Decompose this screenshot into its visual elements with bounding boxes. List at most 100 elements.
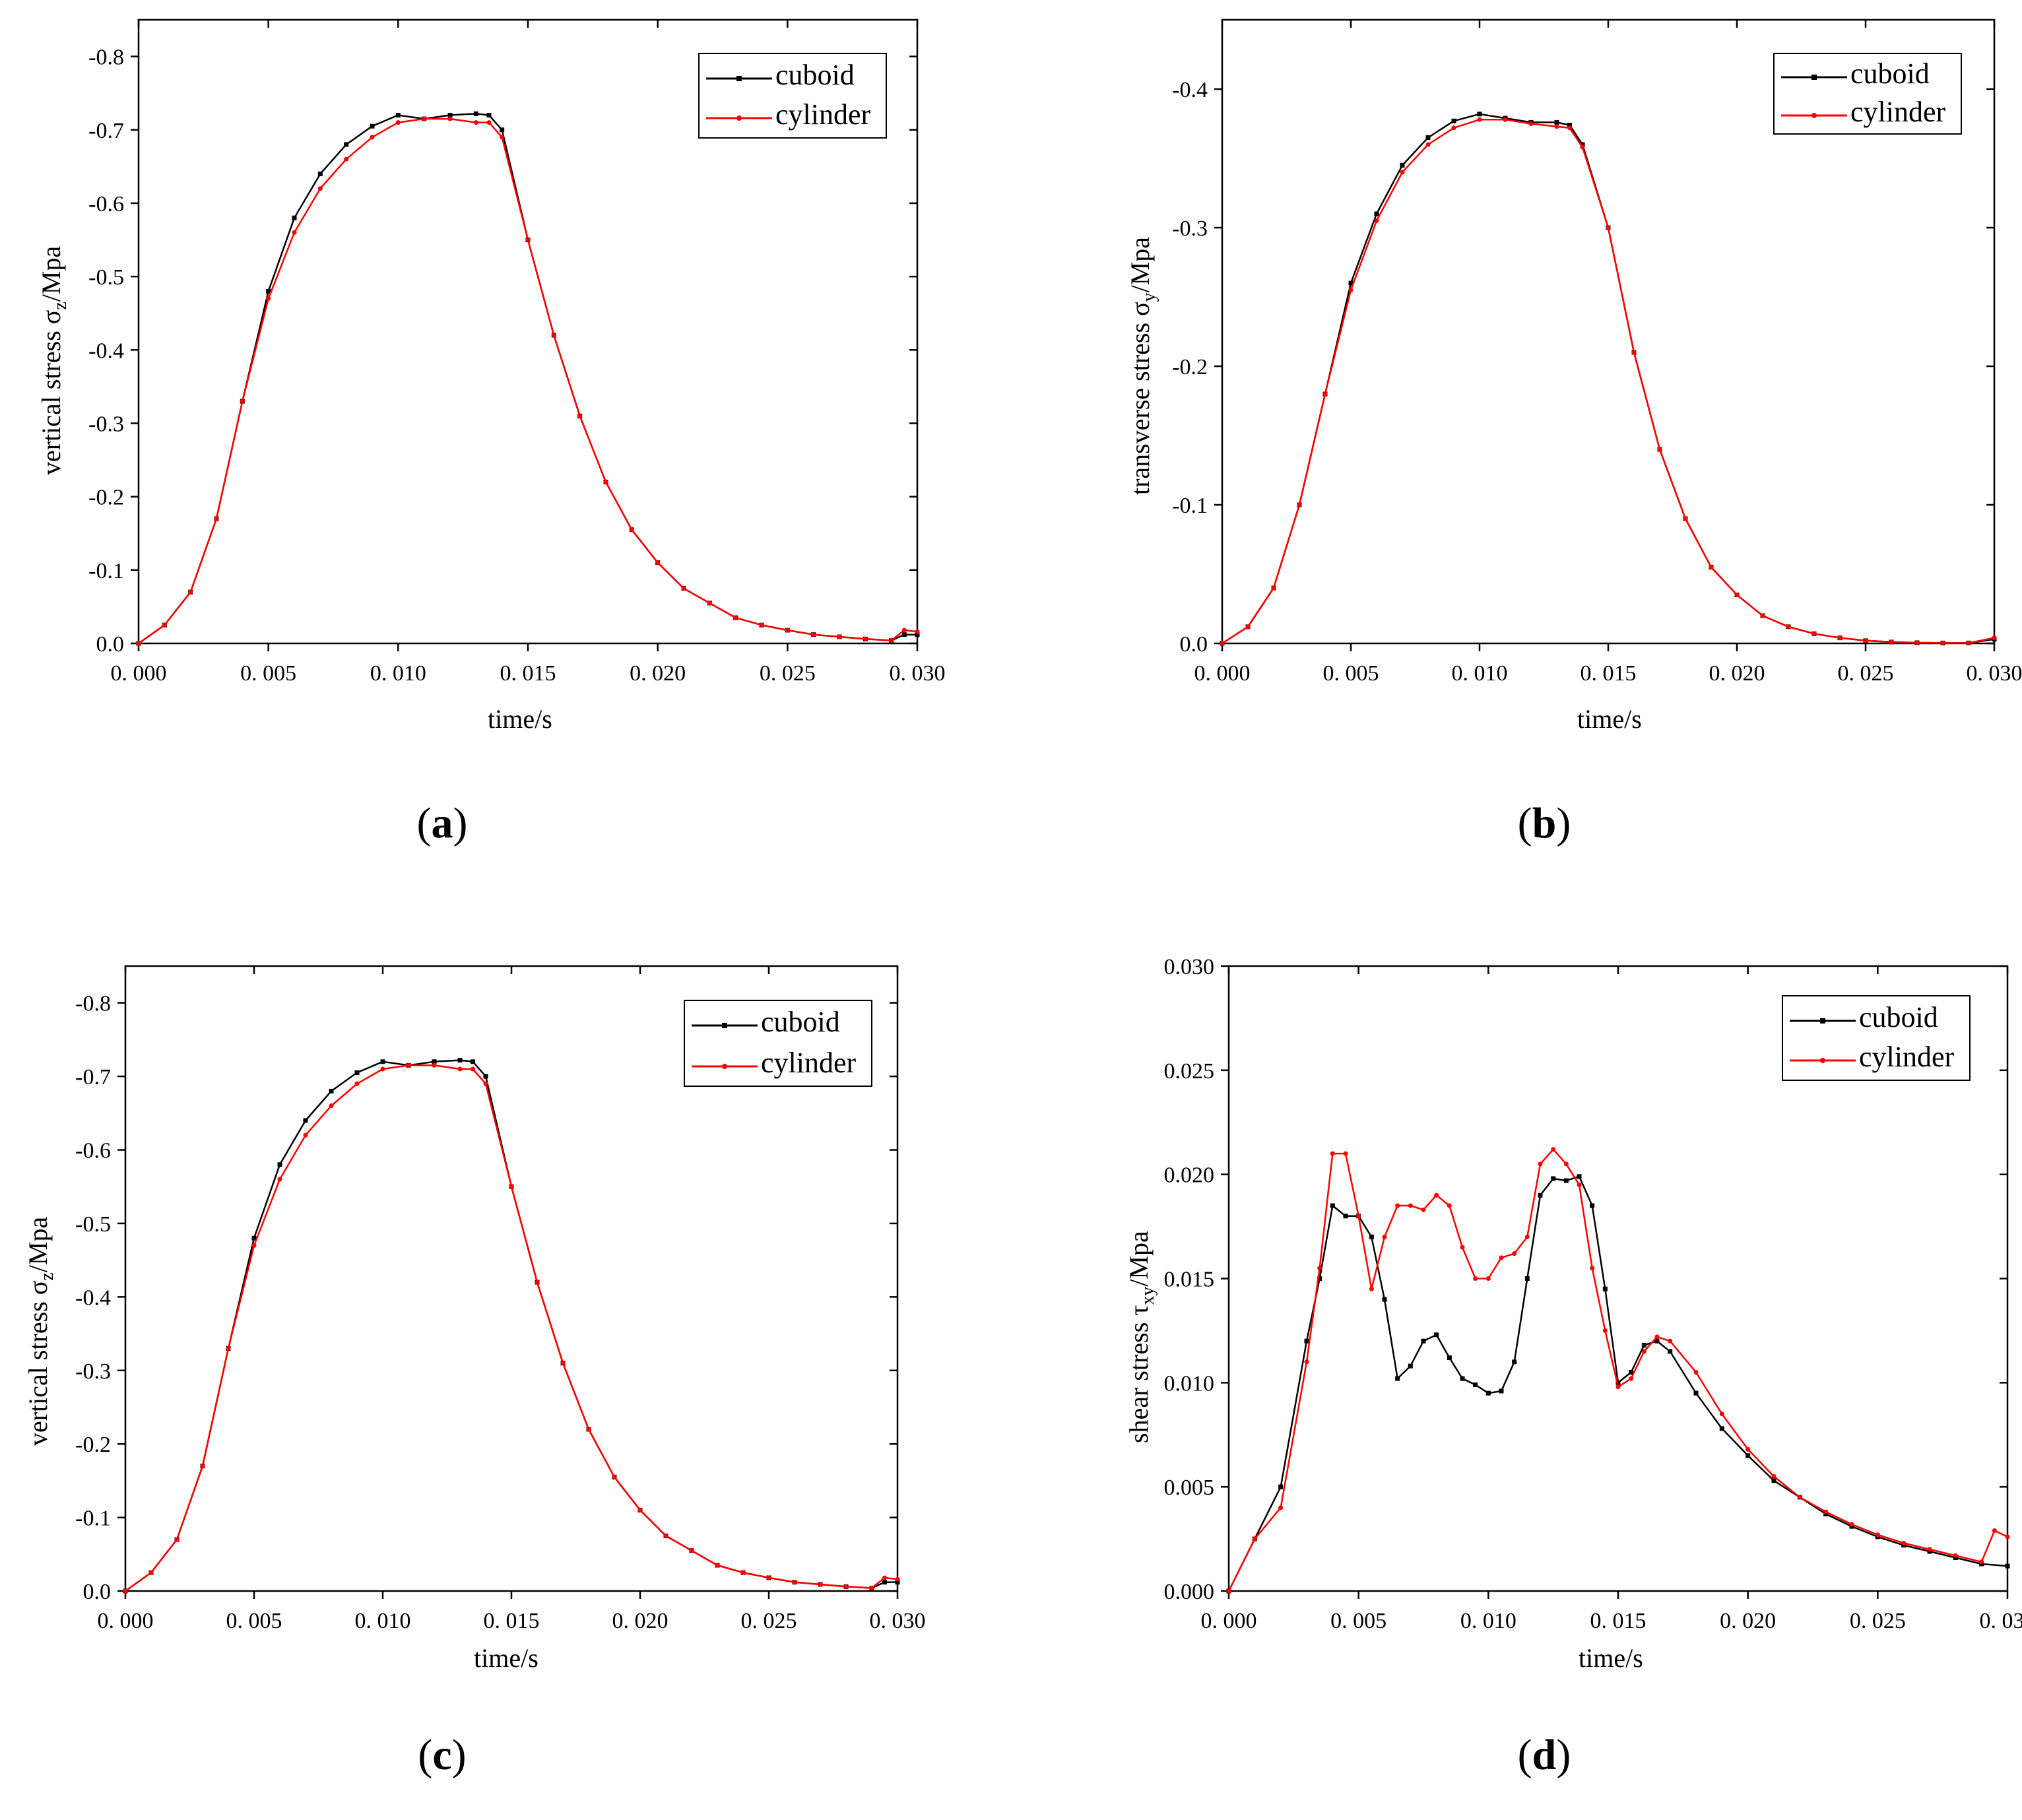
data-point-cylinder (317, 186, 323, 191)
data-point-cylinder (586, 1427, 591, 1432)
data-point-cuboid (1382, 1297, 1387, 1302)
data-point-cylinder (637, 1507, 643, 1512)
data-point-cylinder (1837, 635, 1843, 641)
x-tick-label: 0. 020 (1720, 1609, 1776, 1633)
data-point-cylinder (1580, 145, 1585, 150)
data-point-cuboid (1477, 112, 1482, 117)
data-point-cylinder (380, 1066, 385, 1072)
data-point-cuboid (1590, 1203, 1595, 1208)
data-point-cuboid (1512, 1359, 1517, 1365)
data-point-cuboid (1473, 1382, 1478, 1387)
x-axis-title: time/s (474, 1643, 538, 1673)
data-point-cylinder (882, 1575, 887, 1580)
data-point-cuboid (1499, 1388, 1504, 1394)
data-point-cylinder (1512, 1251, 1517, 1256)
y-tick-label: 0.000 (1164, 1580, 1215, 1604)
data-point-cylinder (1953, 1553, 1958, 1558)
data-point-cylinder (1369, 1286, 1374, 1291)
data-point-cylinder (2005, 1534, 2010, 1540)
panel-c: 0. 000 0. 005 0. 010 0. 015 0. 020 0. 025 0. 0… (0, 910, 1011, 1820)
data-point-cylinder (1356, 1214, 1361, 1219)
data-point-cylinder (1554, 124, 1559, 129)
data-point-cylinder (148, 1570, 154, 1575)
x-tick-label: 0. 010 (370, 661, 426, 686)
data-point-cylinder (1330, 1151, 1335, 1156)
data-point-cylinder (1863, 638, 1868, 643)
legend-item-cylinder: cylinder (1775, 94, 1961, 133)
y-tick-label: -0.2 (1172, 355, 1208, 379)
data-point-cuboid (1317, 1276, 1322, 1281)
y-tick-label: 0.0 (83, 1580, 112, 1604)
data-point-cylinder (1348, 288, 1353, 292)
x-tick-label: 0. 000 (1194, 661, 1251, 686)
data-point-cylinder (843, 1584, 849, 1589)
data-point-cuboid (1421, 1338, 1426, 1344)
data-point-cylinder (1602, 1328, 1608, 1333)
data-point-cylinder (560, 1361, 566, 1366)
data-point-cuboid (1343, 1214, 1348, 1219)
data-point-cuboid (1641, 1343, 1647, 1348)
data-point-cylinder (214, 516, 219, 521)
y-tick-label: -0.1 (1172, 494, 1208, 518)
y-tick-label: -0.5 (75, 1212, 111, 1237)
x-tick-label: 0. 015 (1590, 1609, 1647, 1633)
data-point-cylinder (577, 413, 583, 418)
data-point-cylinder (629, 527, 634, 533)
data-point-cylinder (1992, 635, 1997, 641)
y-tick-label: -0.7 (88, 119, 124, 143)
y-tick-label: -0.2 (88, 486, 124, 510)
chart-b: 0. 000 0. 005 0. 010 0. 015 0. 020 0. 025 0. 0… (1172, 18, 2022, 686)
y-tick-label: -0.8 (75, 992, 111, 1016)
data-point-cylinder (1567, 125, 1572, 131)
data-point-cuboid (901, 632, 907, 637)
data-point-cylinder (1297, 502, 1302, 507)
data-point-cylinder (500, 135, 505, 140)
data-point-cylinder (1693, 1370, 1699, 1375)
legend: cuboid cylinder (1773, 53, 1962, 135)
data-point-cylinder (1889, 639, 1894, 645)
data-point-cylinder (1927, 1547, 1932, 1552)
data-point-cylinder (266, 296, 271, 301)
data-point-cylinder (1421, 1207, 1426, 1212)
data-point-cylinder (471, 1066, 475, 1072)
y-tick-label: -0.3 (88, 412, 124, 436)
legend-item-cuboid: cuboid (700, 57, 886, 96)
x-tick-label: 0. 030 (890, 661, 946, 686)
y-tick-label: -0.4 (75, 1285, 111, 1310)
data-point-cylinder (869, 1586, 874, 1591)
data-point-cylinder (1220, 641, 1225, 646)
data-point-cylinder (447, 116, 453, 121)
data-point-cylinder (707, 601, 712, 606)
data-point-cuboid (447, 113, 453, 118)
data-point-cuboid (354, 1070, 360, 1076)
data-point-cuboid (1745, 1453, 1751, 1458)
x-tick-label: 0. 005 (1330, 1609, 1386, 1633)
data-point-cylinder (681, 586, 686, 591)
data-point-cylinder (422, 116, 427, 121)
data-point-cylinder (1473, 1276, 1478, 1281)
data-point-cylinder (663, 1533, 669, 1538)
panel-caption: (c) (418, 1731, 467, 1779)
data-point-cuboid (895, 1580, 900, 1585)
data-point-cuboid (266, 288, 271, 294)
data-point-cylinder (1823, 1509, 1829, 1514)
legend: cuboid cylinder (1782, 995, 1971, 1081)
data-point-cylinder (1577, 1182, 1582, 1187)
data-point-cylinder (292, 230, 297, 235)
data-point-cylinder (1811, 631, 1817, 636)
data-point-cuboid (1447, 1355, 1452, 1360)
data-point-cylinder (1374, 218, 1379, 223)
x-tick-label: 0. 025 (1850, 1609, 1906, 1633)
data-point-cylinder (1503, 117, 1508, 122)
data-point-cuboid (1330, 1203, 1335, 1208)
x-tick-label: 0. 010 (1460, 1609, 1517, 1633)
x-tick-label: 0. 020 (612, 1609, 669, 1633)
y-tick-label: -0.7 (75, 1065, 111, 1089)
data-point-cylinder (1615, 1384, 1621, 1390)
data-point-cuboid (344, 142, 349, 147)
data-point-cylinder (792, 1580, 797, 1585)
y-tick-label: -0.8 (88, 46, 124, 70)
x-axis-title: time/s (488, 704, 552, 734)
data-point-cylinder (889, 638, 894, 643)
data-point-cylinder (612, 1474, 617, 1479)
